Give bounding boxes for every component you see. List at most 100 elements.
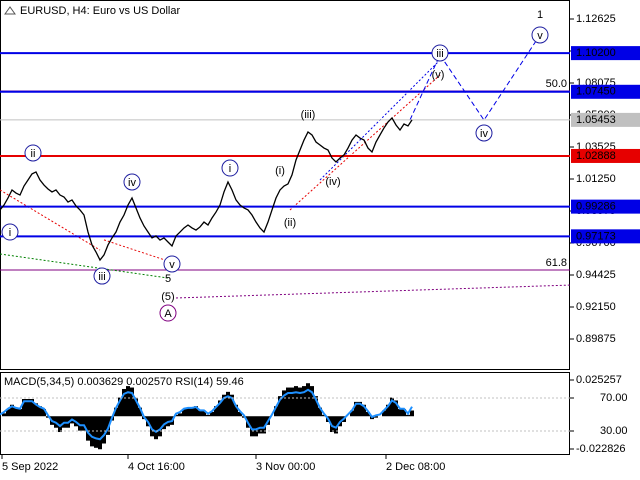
chart-title: EURUSD, H4: Euro vs US Dollar bbox=[20, 5, 180, 17]
wave-circle bbox=[163, 255, 181, 273]
macd-bar bbox=[58, 416, 62, 433]
wave-label: (v) bbox=[432, 69, 445, 81]
macd-bar bbox=[190, 407, 194, 417]
level-label-bg bbox=[571, 199, 640, 214]
level-label-bg bbox=[571, 229, 640, 244]
wave-label: 1 bbox=[537, 9, 543, 21]
wave-label: (i) bbox=[275, 165, 285, 177]
y-tick-label: -0.022826 bbox=[576, 443, 626, 455]
macd-bar bbox=[278, 396, 282, 417]
macd-bar bbox=[34, 403, 38, 417]
macd-bar bbox=[366, 411, 370, 417]
wave-label: iv bbox=[128, 177, 136, 189]
fibo-label: 61.8 bbox=[546, 257, 567, 269]
wave-label: iv bbox=[480, 128, 488, 140]
macd-bar bbox=[402, 409, 406, 417]
wave-label: v bbox=[537, 30, 543, 42]
macd-bar bbox=[222, 394, 226, 417]
macd-bar bbox=[38, 406, 42, 417]
level-label: 1.02888 bbox=[576, 150, 616, 162]
macd-bar bbox=[306, 383, 310, 417]
wave-guide bbox=[409, 34, 541, 121]
x-tick-label: 5 Sep 2022 bbox=[2, 461, 58, 473]
y-tick-label: 0.92150 bbox=[576, 301, 616, 313]
macd-bar bbox=[94, 416, 98, 448]
macd-bar bbox=[18, 409, 22, 417]
macd-bar bbox=[130, 387, 134, 417]
macd-bar bbox=[106, 416, 110, 435]
wave-label: (iv) bbox=[325, 176, 340, 188]
wave-circle bbox=[531, 26, 549, 44]
macd-bar bbox=[178, 413, 182, 417]
macd-bar bbox=[150, 416, 154, 437]
wave-label: iii bbox=[98, 271, 105, 283]
wave-label: 5 bbox=[165, 273, 171, 285]
macd-bar bbox=[30, 399, 34, 417]
macd-bar bbox=[386, 404, 390, 417]
y-tick-label: 0.94425 bbox=[576, 269, 616, 281]
macd-bar bbox=[410, 410, 414, 417]
macd-bar bbox=[6, 409, 10, 417]
macd-bar bbox=[194, 406, 198, 417]
macd-bar bbox=[98, 416, 102, 450]
macd-bar bbox=[10, 404, 14, 417]
macd-bar bbox=[158, 416, 162, 437]
wave-guide bbox=[0, 253, 169, 279]
level-label: 1.05453 bbox=[576, 114, 616, 126]
macd-bar bbox=[86, 416, 90, 441]
macd-bar bbox=[286, 387, 290, 417]
plot-border bbox=[0, 0, 570, 370]
wave-label: i bbox=[9, 227, 11, 239]
wave-circle bbox=[431, 44, 449, 62]
rsi-line bbox=[0, 388, 413, 441]
wave-label: A bbox=[164, 308, 172, 320]
macd-bar bbox=[334, 416, 338, 434]
macd-bar bbox=[262, 416, 266, 434]
macd-bar bbox=[162, 416, 166, 430]
macd-bar bbox=[290, 387, 294, 417]
macd-bar bbox=[274, 406, 278, 417]
indicator-title: MACD(5,34,5) 0.003629 0.002570 RSI(14) 5… bbox=[4, 376, 244, 388]
macd-bar bbox=[354, 401, 358, 417]
macd-bar bbox=[374, 416, 378, 418]
level-label: 1.10200 bbox=[576, 47, 616, 59]
wave-circle bbox=[159, 304, 177, 322]
level-label-bg bbox=[571, 148, 640, 163]
macd-bar bbox=[230, 394, 234, 417]
macd-bar bbox=[186, 407, 190, 417]
macd-bar bbox=[26, 399, 30, 417]
wave-circle bbox=[24, 144, 42, 162]
macd-bar bbox=[394, 400, 398, 417]
macd-bar bbox=[254, 416, 258, 437]
level-label-bg bbox=[571, 84, 640, 99]
macd-bar bbox=[114, 407, 118, 417]
macd-bar bbox=[322, 414, 326, 417]
wave-circle bbox=[93, 267, 111, 285]
wave-guide bbox=[103, 239, 169, 262]
wave-circle bbox=[1, 223, 19, 241]
macd-bar bbox=[250, 416, 254, 437]
macd-bar bbox=[226, 391, 230, 417]
y2-tick-label: 30.00 bbox=[600, 425, 628, 437]
wave-label: (5) bbox=[161, 291, 174, 303]
title-icon bbox=[4, 6, 16, 15]
y-tick-label: 1.01250 bbox=[576, 173, 616, 185]
macd-bar bbox=[210, 411, 214, 417]
macd-bar bbox=[282, 390, 286, 417]
y2-tick-label: 70.00 bbox=[600, 392, 628, 404]
macd-bar bbox=[310, 386, 314, 417]
macd-bar bbox=[154, 416, 158, 440]
macd-bar bbox=[358, 401, 362, 417]
wave-label: v bbox=[169, 259, 175, 271]
macd-bar bbox=[82, 416, 86, 431]
wave-circle bbox=[123, 173, 141, 191]
macd-bar bbox=[198, 410, 202, 417]
y-tick-label: 1.12625 bbox=[576, 13, 616, 25]
price-line bbox=[0, 116, 413, 262]
level-label: 1.07450 bbox=[576, 86, 616, 98]
macd-bar bbox=[206, 414, 210, 417]
macd-bar bbox=[318, 407, 322, 417]
y-tick-label: 0.89875 bbox=[576, 333, 616, 345]
